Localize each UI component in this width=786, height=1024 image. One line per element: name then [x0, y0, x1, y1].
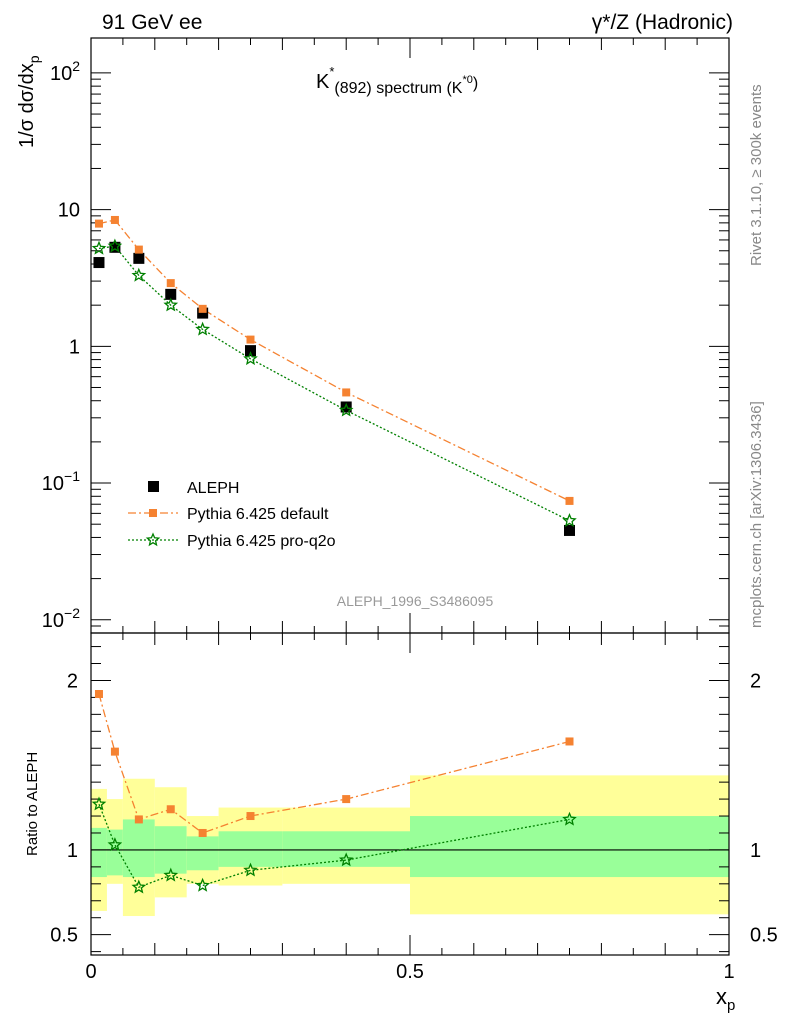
- proq2o-point: [562, 513, 577, 527]
- header-left: 91 GeV ee: [102, 11, 202, 34]
- aleph-point: [564, 524, 575, 536]
- ratio-default-point: [198, 828, 207, 837]
- default-point: [565, 496, 574, 505]
- legend-default-marker: [149, 509, 157, 517]
- band-inner-6: [282, 831, 410, 867]
- band-inner-4: [186, 836, 219, 871]
- ratio-proq2o-point: [91, 796, 107, 811]
- default-point: [110, 215, 119, 224]
- ratio-default-point: [565, 737, 574, 746]
- aleph-point: [93, 257, 105, 269]
- aleph-point: [165, 288, 177, 300]
- ratio-default-point: [94, 690, 103, 699]
- legend: ALEPH Pythia 6.425 default Pythia 6.425 pr…: [128, 480, 336, 550]
- band-inner-1: [106, 829, 123, 876]
- ratio-y-axis-label: Ratio to ALEPH: [24, 752, 41, 856]
- y-tick-label: 1: [69, 336, 80, 358]
- aleph-point: [245, 345, 256, 357]
- y-tick-label: 102: [50, 58, 80, 85]
- aleph-point: [197, 307, 209, 319]
- default-point: [246, 335, 255, 344]
- ratio-proq2o-point: [243, 862, 258, 877]
- y-tick-label: 10−1: [42, 468, 80, 495]
- series-default-line: [98, 219, 570, 502]
- ratio-proq2o-point: [131, 879, 147, 894]
- proq2o-point: [107, 238, 123, 253]
- ratio-y-tick-label-right: 1: [750, 840, 761, 862]
- proq2o-point: [338, 402, 354, 417]
- x-tick-label: 0.5: [396, 961, 424, 983]
- aleph-point: [133, 252, 145, 264]
- ratio-proq2o-point: [107, 837, 123, 852]
- proq2o-point: [195, 321, 211, 336]
- x-tick-label: 0: [85, 961, 96, 983]
- ratio-default-point: [134, 815, 143, 824]
- x-tick-label: 1: [723, 961, 734, 983]
- legend-label-default: Pythia 6.425 default: [187, 506, 329, 523]
- y-tick-label: 10: [58, 200, 80, 222]
- default-point: [134, 245, 143, 254]
- legend-label-proq2o: Pythia 6.425 pro-q2o: [187, 533, 336, 550]
- ratio-default-point: [110, 747, 119, 756]
- x-axis-label: xp: [716, 984, 735, 1014]
- mcplots-label: mcplots.cern.ch [arXiv:1306.3436]: [748, 401, 765, 628]
- ratio-proq2o-point: [163, 867, 179, 882]
- aleph-point: [340, 401, 352, 413]
- rivet-label: Rivet 3.1.10, ≥ 300k events: [748, 84, 765, 266]
- ratio-y-tick-label: 1: [67, 840, 78, 862]
- ratio-default-point: [342, 795, 351, 804]
- ratio-y-tick-label: 0.5: [50, 925, 78, 947]
- y-tick-label: 10−2: [42, 605, 80, 632]
- y-axis-label: 1/σ dσ/dxp: [16, 55, 42, 148]
- aleph-point: [109, 241, 121, 253]
- legend-aleph-marker: [148, 481, 159, 492]
- legend-proq2o-marker: [145, 532, 161, 547]
- ratio-y-tick-label: 2: [67, 670, 78, 692]
- band-inner-5: [218, 831, 283, 867]
- band-inner-0: [91, 827, 107, 878]
- proq2o-point: [243, 351, 258, 366]
- ratio-default-line: [98, 693, 570, 834]
- proq2o-point: [163, 297, 179, 312]
- ratio-default-point: [246, 812, 255, 821]
- analysis-tag: ALEPH_1996_S3486095: [337, 593, 494, 609]
- ratio-proq2o-point: [562, 811, 577, 826]
- header-right: γ*/Z (Hadronic): [592, 11, 733, 34]
- main-plot: 1 10 102 10−2 10−1 1/σ dσ/dxp K*(892) spectrum…: [16, 37, 730, 634]
- default-point: [94, 219, 103, 228]
- band-inner-7: [410, 816, 729, 878]
- default-point: [166, 279, 175, 288]
- ratio-y-tick-label-right: 0.5: [750, 925, 778, 947]
- proq2o-point: [131, 267, 147, 282]
- series-proq2o-line: [98, 245, 570, 522]
- band-inner-2: [122, 819, 155, 878]
- ratio-plot: 0.5 0.5 1 1 2 2 0 0.5 1 Ratio to ALEPH xp: [24, 632, 778, 1014]
- ratio-proq2o-point: [338, 852, 354, 867]
- default-point: [342, 388, 351, 397]
- proq2o-point: [91, 240, 107, 255]
- plot-title: K*(892) spectrum (K*0): [316, 64, 478, 97]
- ratio-proq2o-point: [195, 877, 211, 892]
- ratio-default-point: [166, 805, 175, 814]
- default-point: [198, 304, 207, 313]
- legend-label-aleph: ALEPH: [187, 480, 239, 497]
- ratio-y-tick-label-right: 2: [750, 670, 761, 692]
